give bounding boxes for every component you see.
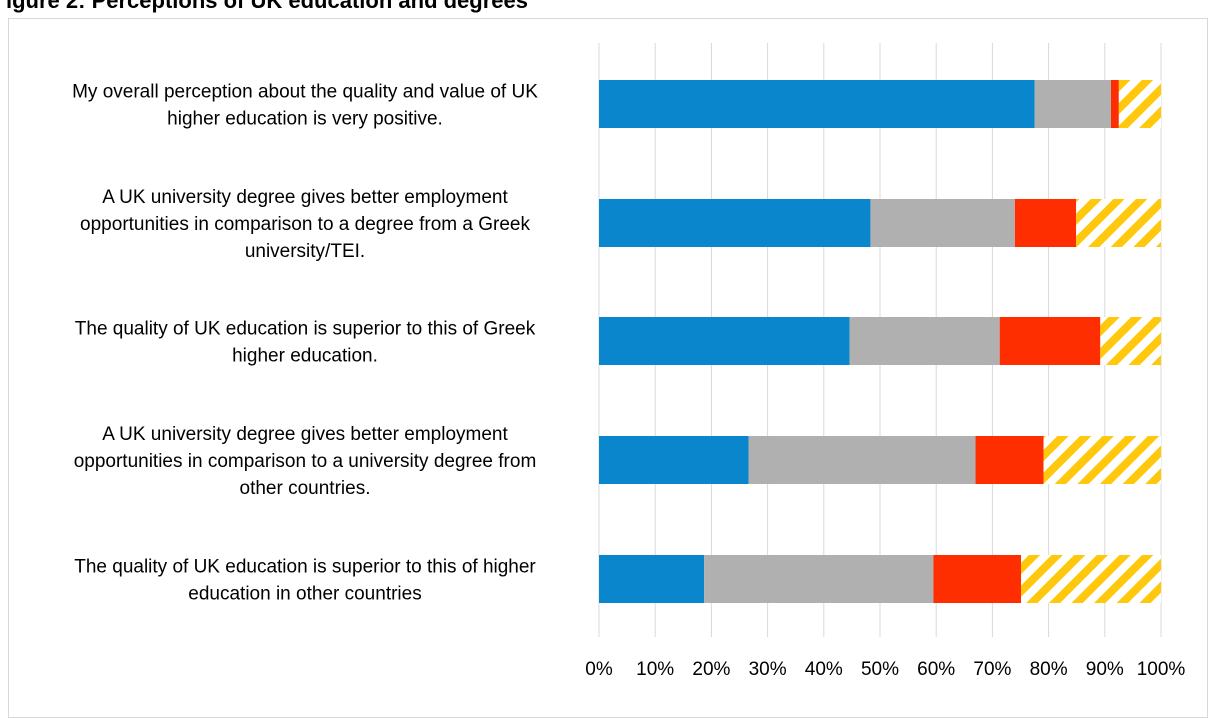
stacked-bar-chart: My overall perception about the quality …: [72, 43, 1185, 680]
x-tick-label: 50%: [861, 659, 899, 680]
x-tick-label: 30%: [749, 659, 787, 680]
bar-segment-series-3-row-4: [975, 436, 1044, 484]
category-label: A UK university degree gives better empl…: [74, 424, 537, 499]
bar-segment-series-4-row-2: [1076, 199, 1161, 247]
x-tick-label: 70%: [973, 659, 1011, 680]
bar-segment-series-1-row-3: [599, 317, 850, 365]
x-tick-label: 60%: [917, 659, 955, 680]
x-tick-label: 10%: [636, 659, 674, 680]
x-tick-label: 40%: [805, 659, 843, 680]
bar-segment-series-2-row-3: [849, 317, 1000, 365]
bar-segment-series-3-row-5: [933, 555, 1022, 603]
x-tick-label: 80%: [1030, 659, 1068, 680]
bar-segment-series-3-row-2: [1014, 199, 1077, 247]
bar-segment-series-4-row-5: [1021, 555, 1161, 603]
bar-segment-series-3-row-1: [1110, 80, 1119, 128]
bar-segment-series-3-row-3: [999, 317, 1101, 365]
bar-segment-series-4-row-4: [1043, 436, 1161, 484]
bar-segment-series-1-row-4: [599, 436, 749, 484]
bar-segment-series-4-row-3: [1100, 317, 1161, 365]
x-tick-label: 20%: [692, 659, 730, 680]
category-label: The quality of UK education is superior …: [75, 319, 536, 367]
bar-segment-series-1-row-1: [599, 80, 1035, 128]
x-tick-labels: 0% 10% 20% 30% 40% 50% 60% 70% 80% 90% 100%: [585, 659, 1185, 680]
x-tick-label: 100%: [1137, 659, 1186, 680]
x-tick-label: 0%: [585, 659, 613, 680]
bar-segment-series-2-row-4: [748, 436, 976, 484]
category-labels: My overall perception about the quality …: [72, 82, 538, 605]
bar-segment-series-2-row-1: [1034, 80, 1111, 128]
bars: [599, 80, 1161, 603]
category-label: My overall perception about the quality …: [72, 82, 538, 130]
category-label: A UK university degree gives better empl…: [80, 187, 530, 262]
bar-segment-series-1-row-2: [599, 199, 871, 247]
bar-segment-series-4-row-1: [1118, 80, 1161, 128]
bar-segment-series-1-row-5: [599, 555, 705, 603]
bar-segment-series-2-row-2: [870, 199, 1015, 247]
category-label: The quality of UK education is superior …: [74, 557, 536, 605]
bar-segment-series-2-row-5: [704, 555, 934, 603]
x-tick-label: 90%: [1086, 659, 1124, 680]
page-title: igure 2: Perceptions of UK education and…: [6, 0, 528, 13]
